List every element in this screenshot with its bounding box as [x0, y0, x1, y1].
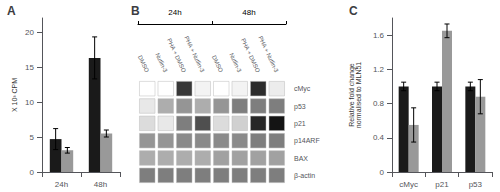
svg-text:PHA + Nutlin-3: PHA + Nutlin-3 — [257, 35, 279, 74]
svg-text:β-actin: β-actin — [294, 172, 315, 180]
svg-text:20: 20 — [25, 28, 34, 37]
svg-text:p21: p21 — [435, 180, 449, 189]
svg-text:cMyc: cMyc — [294, 85, 311, 93]
svg-text:BAX: BAX — [294, 155, 308, 162]
svg-text:24h: 24h — [168, 8, 181, 17]
svg-text:5: 5 — [30, 133, 35, 142]
svg-text:15: 15 — [25, 63, 34, 72]
svg-text:p21: p21 — [294, 120, 306, 128]
svg-text:48h: 48h — [94, 180, 107, 189]
svg-text:p53: p53 — [469, 180, 483, 189]
svg-text:DMSO: DMSO — [137, 54, 150, 73]
svg-text:p53: p53 — [294, 103, 306, 111]
svg-text:PHA + Nutlin-3: PHA + Nutlin-3 — [183, 35, 205, 74]
svg-text:normalised to MLN51: normalised to MLN51 — [355, 62, 362, 129]
svg-text:Relative fold change: Relative fold change — [348, 63, 355, 127]
svg-text:1.2: 1.2 — [373, 65, 385, 74]
svg-text:0: 0 — [380, 168, 385, 177]
svg-text:PHA + DMSO: PHA + DMSO — [166, 37, 187, 73]
svg-text:24h: 24h — [55, 180, 68, 189]
svg-text:Nutlin-3: Nutlin-3 — [228, 52, 242, 74]
svg-text:B: B — [131, 4, 140, 18]
svg-text:DMSO: DMSO — [211, 54, 224, 73]
svg-text:Nutlin-3: Nutlin-3 — [154, 52, 168, 74]
svg-text:p14ARF: p14ARF — [294, 137, 320, 145]
svg-text:X 10³ CPM: X 10³ CPM — [11, 78, 18, 112]
svg-text:48h: 48h — [242, 8, 255, 17]
svg-text:A: A — [7, 4, 16, 18]
svg-text:0.4: 0.4 — [373, 133, 385, 142]
svg-text:0: 0 — [30, 168, 35, 177]
svg-text:10: 10 — [25, 98, 34, 107]
svg-text:1.6: 1.6 — [373, 31, 385, 40]
svg-text:cMyc: cMyc — [399, 180, 418, 189]
svg-text:C: C — [349, 4, 358, 18]
svg-text:PHA + DMSO: PHA + DMSO — [240, 37, 261, 73]
svg-text:0.8: 0.8 — [373, 99, 385, 108]
